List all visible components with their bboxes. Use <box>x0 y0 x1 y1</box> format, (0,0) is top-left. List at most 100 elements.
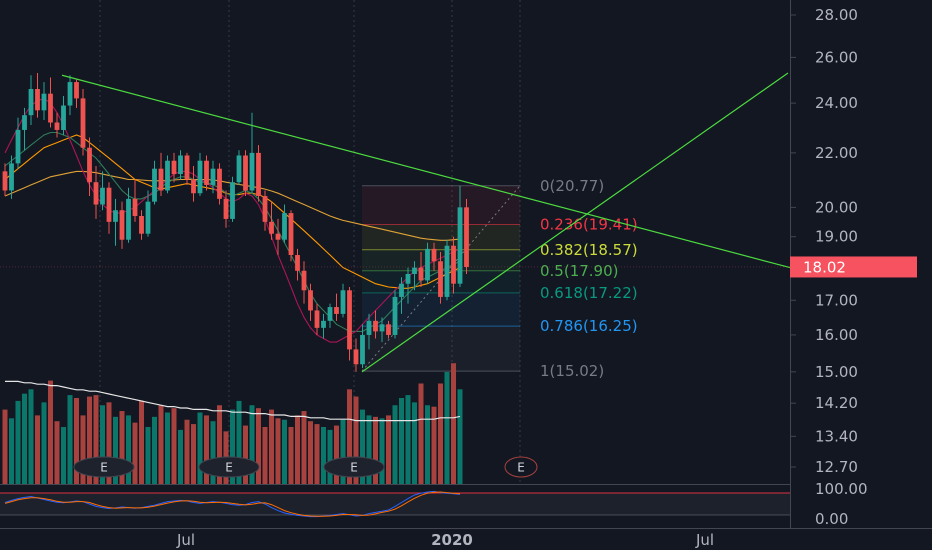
candle-body <box>152 168 157 202</box>
earnings-marker[interactable] <box>73 456 135 478</box>
fib-zone <box>362 185 520 225</box>
volume-bar <box>360 409 365 485</box>
candle-body <box>217 168 222 199</box>
volume-bar <box>457 389 463 485</box>
price-tick-label: 13.40 <box>815 427 858 445</box>
vertical-gridlines <box>99 0 521 485</box>
descending-trendline[interactable] <box>61 74 791 269</box>
volume-bar <box>113 416 118 485</box>
price-tick-label: 28.00 <box>815 6 858 24</box>
candle-body <box>412 267 417 274</box>
ascending-trendline[interactable] <box>361 72 789 373</box>
candle-body <box>262 196 268 222</box>
candle-body <box>301 270 307 291</box>
volume-bar <box>399 398 404 485</box>
fib-level-label: 0(20.77) <box>540 177 604 195</box>
price-tick-label: 17.00 <box>815 291 858 309</box>
volume-bar <box>145 427 151 485</box>
candle-body <box>308 290 313 311</box>
candle-body <box>67 82 73 106</box>
candle-body <box>243 155 248 191</box>
earnings-marker[interactable] <box>323 456 385 478</box>
volume-bar <box>295 415 300 485</box>
candle-body <box>444 245 450 297</box>
volume-bar <box>334 425 339 485</box>
oscillator-d-line <box>4 491 461 517</box>
candle-body <box>327 307 333 321</box>
volume-bar <box>204 415 209 485</box>
candle-body <box>256 152 261 197</box>
candle-body <box>191 179 196 194</box>
candle-body <box>126 198 131 240</box>
earnings-marker[interactable] <box>198 456 260 478</box>
earnings-marker-label: E <box>225 461 233 475</box>
candle-body <box>418 267 424 281</box>
volume-bars <box>2 363 463 485</box>
fib-level-label: 0.5(17.90) <box>540 262 619 280</box>
time-axis[interactable]: Jul 2020 Jul <box>176 531 714 549</box>
volume-bar <box>210 421 216 485</box>
volume-bar <box>256 408 261 485</box>
candle-body <box>438 261 443 297</box>
candle-body <box>236 155 242 183</box>
volume-bar <box>41 402 47 485</box>
candle-body <box>366 320 372 335</box>
volume-bar <box>405 395 411 485</box>
candle-body <box>178 155 183 175</box>
candle-body <box>210 168 216 185</box>
candles <box>2 72 469 372</box>
volume-bar <box>100 405 105 485</box>
volume-bar <box>314 424 320 485</box>
candle-body <box>431 248 437 262</box>
volume-bar <box>353 396 359 485</box>
volume-bar <box>230 409 235 485</box>
volume-bar <box>22 393 27 485</box>
volume-bar <box>379 418 385 485</box>
candle-body <box>2 171 8 191</box>
volume-bar <box>191 424 196 485</box>
candle-body <box>184 155 190 180</box>
candle-body <box>197 160 203 194</box>
candle-body <box>22 115 27 130</box>
candle-body <box>451 245 456 284</box>
candle-body <box>275 233 281 240</box>
price-tick-label: 19.00 <box>815 228 858 246</box>
candle-body <box>113 210 118 222</box>
volume-bar <box>236 400 242 485</box>
earnings-marker-label: E <box>350 461 358 475</box>
volume-bar <box>61 427 66 485</box>
price-tick-label: 15.00 <box>815 363 858 381</box>
volume-bar <box>288 427 294 485</box>
candle-body <box>321 320 326 328</box>
candle-body <box>139 216 144 234</box>
current-price-label: 18.02 <box>803 258 846 276</box>
time-tick-label: Jul <box>176 531 195 549</box>
candle-body <box>61 105 66 130</box>
volume-bar <box>347 389 352 485</box>
volume-bar <box>366 415 372 485</box>
oscillator-pane <box>0 484 790 518</box>
volume-bar <box>444 371 450 485</box>
candle-body <box>464 207 469 267</box>
trendlines[interactable] <box>61 72 791 373</box>
volume-bar <box>431 406 437 485</box>
volume-bar <box>308 421 313 485</box>
volume-bar <box>178 429 183 485</box>
candle-body <box>100 187 105 205</box>
fib-level-label: 0.786(16.25) <box>540 317 638 335</box>
candle-body <box>314 310 320 328</box>
volume-bar <box>15 400 21 485</box>
candle-body <box>80 98 86 148</box>
price-tick-label: 12.70 <box>815 458 858 476</box>
volume-bar <box>340 419 346 485</box>
volume-bar <box>243 425 248 485</box>
volume-bar <box>262 427 268 485</box>
earnings-marker[interactable] <box>504 456 538 478</box>
candle-body <box>282 213 287 240</box>
volume-bar <box>197 412 203 485</box>
oscillator-axis[interactable]: 100.00 0.00 <box>815 480 868 528</box>
oscillator-tick-label: 0.00 <box>815 510 848 528</box>
volume-bar <box>67 395 73 485</box>
